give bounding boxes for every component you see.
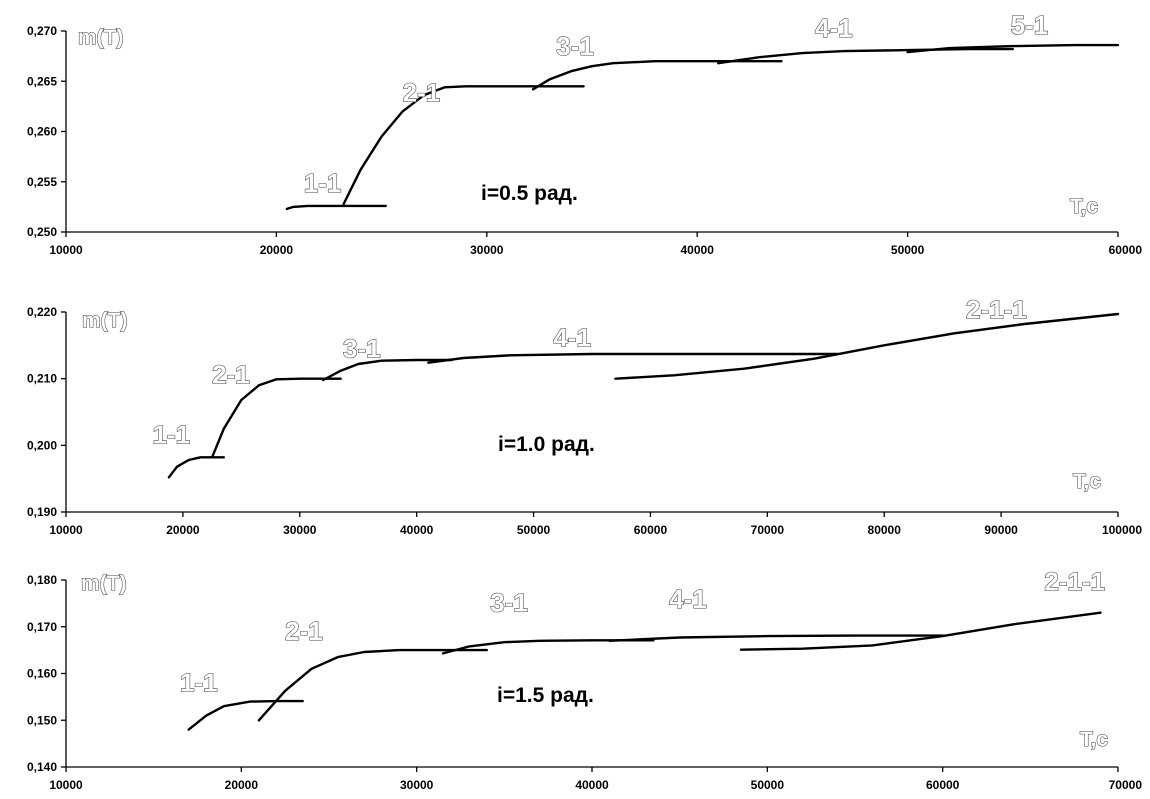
y-tick-label: 0,170 [27, 620, 57, 634]
curve-label: 4-1 [553, 323, 591, 353]
series-line-4-1 [717, 47, 1014, 65]
y-tick-label: 0,210 [27, 372, 57, 386]
y-tick-label: 0,250 [27, 225, 57, 239]
curve-label: 2-1 [403, 77, 441, 107]
x-tick-label: 10000 [49, 523, 83, 537]
x-tick-label: 10000 [49, 243, 83, 257]
series-line-3-1 [322, 358, 453, 382]
x-tick-label: 40000 [681, 243, 715, 257]
y-tick-label: 0,140 [27, 760, 57, 774]
series-line-3-1 [531, 60, 783, 91]
inclination-annotation: i=0.5 рад. [481, 182, 578, 205]
x-tick-label: 20000 [166, 523, 200, 537]
curve-label: 2-1-1 [1044, 566, 1105, 596]
y-tick-label: 0,255 [27, 175, 57, 189]
inclination-annotation: i=1.5 рад. [497, 684, 594, 707]
x-tick-label: 10000 [49, 778, 83, 792]
curve-label: 1-1 [180, 667, 218, 697]
x-tick-label: 90000 [984, 523, 1018, 537]
series-line-1-1 [167, 456, 226, 479]
x-axis-label: T,c [1080, 728, 1108, 751]
series-line-2-1-1 [739, 611, 1102, 651]
x-tick-label: 20000 [260, 243, 294, 257]
curve-label: 3-1 [343, 333, 381, 363]
series-line-1-1 [285, 204, 387, 211]
y-tick-label: 0,220 [27, 305, 57, 319]
series-line-2-1-1 [614, 312, 1120, 380]
curve-label: 3-1 [490, 587, 528, 617]
curve-label: 2-1 [285, 616, 323, 646]
curve-label: 3-1 [556, 31, 594, 61]
chart-panel-2: 0,190 0,200 0,210 0,220 10000 20000 30000 40000… [27, 294, 1142, 537]
x-tick-label: 80000 [868, 523, 902, 537]
curve-label: 4-1 [815, 13, 853, 43]
x-tick-label: 50000 [751, 778, 785, 792]
series-line-3-1 [441, 639, 655, 655]
y-tick-label: 0,190 [27, 505, 57, 519]
y-axis-label: m(T) [81, 572, 127, 595]
x-axis-label: T,c [1070, 195, 1098, 218]
curve-label: 2-1 [212, 359, 250, 389]
y-tick-label: 0,260 [27, 125, 57, 139]
series-line-4-1 [427, 352, 839, 364]
x-axis-label: T,c [1073, 470, 1101, 493]
x-tick-label: 70000 [1109, 778, 1143, 792]
y-tick-label: 0,270 [27, 24, 57, 38]
x-tick-label: 30000 [400, 778, 434, 792]
x-tick-label: 70000 [751, 523, 785, 537]
x-tick-label: 60000 [1109, 243, 1143, 257]
series-line-2-1 [342, 85, 585, 206]
curve-label: 1-1 [304, 168, 342, 198]
series-line-2-1 [210, 377, 342, 459]
x-tick-label: 60000 [634, 523, 668, 537]
x-tick-label: 60000 [926, 778, 960, 792]
series-line-4-1 [608, 634, 944, 642]
x-tick-label: 50000 [517, 523, 551, 537]
x-tick-label: 50000 [891, 243, 925, 257]
curve-label: 2-1-1 [966, 295, 1027, 325]
x-tick-label: 40000 [400, 523, 434, 537]
chart-panel-1: 0,250 0,255 0,260 0,265 0,270 10000 20000 30000… [27, 9, 1143, 257]
y-axis-label: m(T) [78, 26, 124, 49]
curve-label: 4-1 [669, 584, 707, 614]
series-line-5-1 [906, 43, 1120, 54]
y-tick-label: 0,180 [27, 573, 57, 587]
x-tick-label: 30000 [283, 523, 317, 537]
y-tick-label: 0,265 [27, 74, 57, 88]
x-tick-label: 20000 [225, 778, 259, 792]
x-tick-label: 100000 [1102, 523, 1142, 537]
curve-label: 5-1 [1011, 10, 1049, 40]
y-tick-label: 0,200 [27, 438, 57, 452]
chart-panel-3: 0,140 0,150 0,160 0,170 0,180 10000 20000 30000… [27, 566, 1142, 792]
series-line-1-1 [187, 699, 304, 731]
inclination-annotation: i=1.0 рад. [498, 433, 595, 456]
curve-label: 1-1 [152, 419, 190, 449]
x-tick-label: 40000 [575, 778, 609, 792]
y-axis-label: m(T) [82, 309, 128, 332]
y-tick-label: 0,160 [27, 667, 57, 681]
x-tick-label: 30000 [470, 243, 504, 257]
series-line-2-1 [257, 648, 488, 722]
y-tick-label: 0,150 [27, 713, 57, 727]
